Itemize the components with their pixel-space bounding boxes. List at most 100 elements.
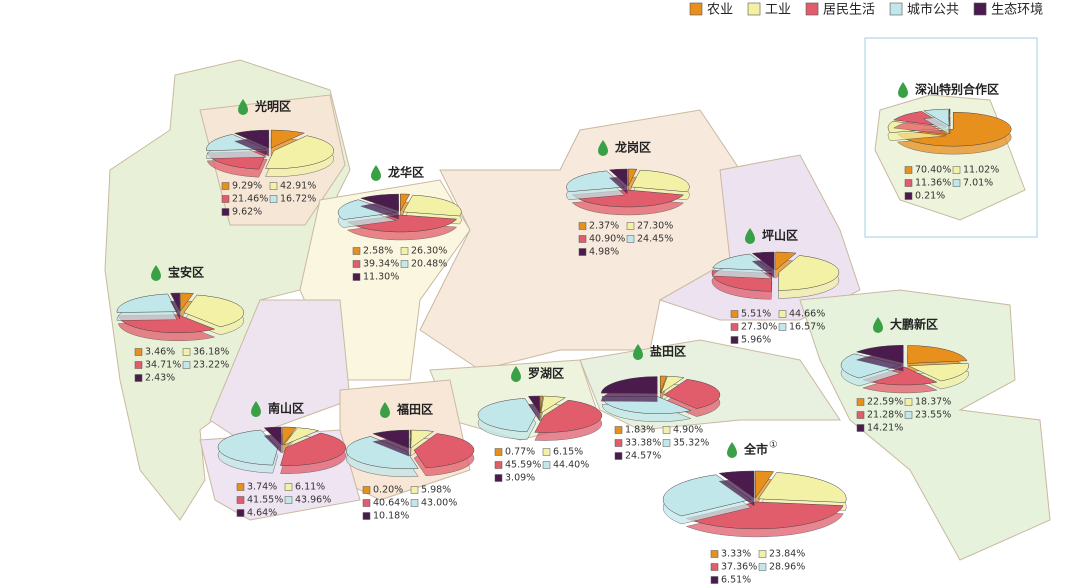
pie-slice (337, 199, 397, 220)
value-label: 35.32% (673, 438, 709, 449)
pie-slice (751, 251, 775, 271)
pie-slice (755, 470, 775, 499)
label-swatch (710, 563, 719, 571)
label-swatch (778, 323, 787, 331)
label-swatch (952, 179, 961, 187)
pie (840, 344, 969, 394)
pie-slice (539, 395, 544, 414)
label-swatch (400, 260, 409, 268)
label-swatch (410, 499, 419, 507)
pie-slice (908, 362, 969, 382)
value-label: 10.18% (373, 511, 409, 522)
label-swatch (494, 461, 503, 469)
pie (887, 108, 1012, 155)
pie-title: 龙华区 (388, 165, 424, 180)
value-label: 6.51% (721, 575, 751, 586)
label-swatch (778, 310, 787, 318)
label-swatch (730, 336, 739, 344)
value-label: 41.55% (247, 495, 283, 506)
pie-title: 宝安区 (168, 265, 204, 280)
pie (346, 429, 475, 478)
pie-title: 龙岗区 (615, 140, 651, 155)
pie-slice (778, 255, 840, 291)
value-label: 33.38% (625, 438, 661, 449)
pie (477, 395, 603, 441)
legend-label: 农业 (707, 3, 733, 18)
label-swatch (626, 222, 635, 230)
label-swatch (904, 192, 913, 200)
label-swatch (221, 195, 230, 203)
legend-swatch (805, 2, 819, 16)
value-label: 11.36% (915, 178, 951, 189)
pie-slice (413, 433, 475, 469)
pie-title: 罗湖区 (528, 366, 564, 381)
drop-icon (511, 366, 521, 382)
label-swatch (730, 323, 739, 331)
pie (337, 193, 462, 241)
label-swatch (182, 348, 191, 356)
label-swatch (362, 499, 371, 507)
value-label: 42.91% (280, 181, 316, 192)
legend-swatch (973, 2, 987, 16)
value-label: 27.30% (637, 221, 673, 232)
pie-slice (280, 432, 346, 466)
value-label: 36.18% (193, 347, 229, 358)
label-swatch (904, 411, 913, 419)
pie-slice (630, 169, 690, 193)
pie-slice (263, 426, 282, 446)
label-swatch (626, 235, 635, 243)
pie-slice (372, 429, 409, 449)
legend-label: 生态环境 (991, 3, 1043, 18)
value-label: 34.71% (145, 360, 181, 371)
label-swatch (542, 461, 551, 469)
value-label: 23.55% (915, 410, 951, 421)
pie-slice (600, 376, 658, 394)
pie-slice (359, 193, 399, 212)
pie-slice (540, 395, 567, 414)
label-swatch (236, 509, 245, 517)
value-label: 3.74% (247, 482, 277, 493)
drop-icon (598, 140, 608, 156)
pie-slice (400, 193, 411, 212)
pie-slice (712, 253, 773, 272)
value-label: 37.36% (721, 562, 757, 573)
pie-slice (659, 375, 668, 394)
label-swatch (578, 222, 587, 230)
value-label: 40.90% (589, 234, 625, 245)
pie-title: 深汕特别合作区 (915, 82, 999, 97)
value-label: 27.30% (741, 322, 777, 333)
value-label: 1.83% (625, 425, 655, 436)
legend-label: 工业 (765, 3, 791, 18)
label-swatch (614, 452, 623, 460)
label-swatch (710, 576, 719, 584)
pie (662, 470, 847, 538)
label-swatch (134, 361, 143, 369)
value-label: 26.30% (411, 246, 447, 257)
pie (116, 292, 245, 342)
pie-slice (410, 429, 435, 449)
pie (711, 251, 840, 300)
pie-slice (608, 168, 628, 187)
label-swatch (614, 439, 623, 447)
legend-swatch (689, 2, 703, 16)
label-swatch (410, 486, 419, 494)
value-label: 18.37% (915, 397, 951, 408)
value-label: 5.96% (741, 335, 771, 346)
pie-slice (180, 292, 194, 312)
pie-slice (757, 472, 847, 503)
drop-icon (380, 402, 390, 418)
label-swatch (352, 260, 361, 268)
label-swatch (362, 512, 371, 520)
value-label: 2.43% (145, 373, 175, 384)
legend-label: 城市公共 (907, 2, 959, 18)
value-label: 24.45% (637, 234, 673, 245)
pie-slice (907, 345, 968, 364)
pie-slice (270, 129, 306, 149)
label-swatch (856, 411, 865, 419)
value-label: 9.62% (232, 207, 262, 218)
value-label: 21.46% (232, 194, 268, 205)
label-swatch (662, 439, 671, 447)
pie-title: 大鹏新区 (890, 317, 938, 332)
value-label: 2.58% (363, 246, 393, 257)
